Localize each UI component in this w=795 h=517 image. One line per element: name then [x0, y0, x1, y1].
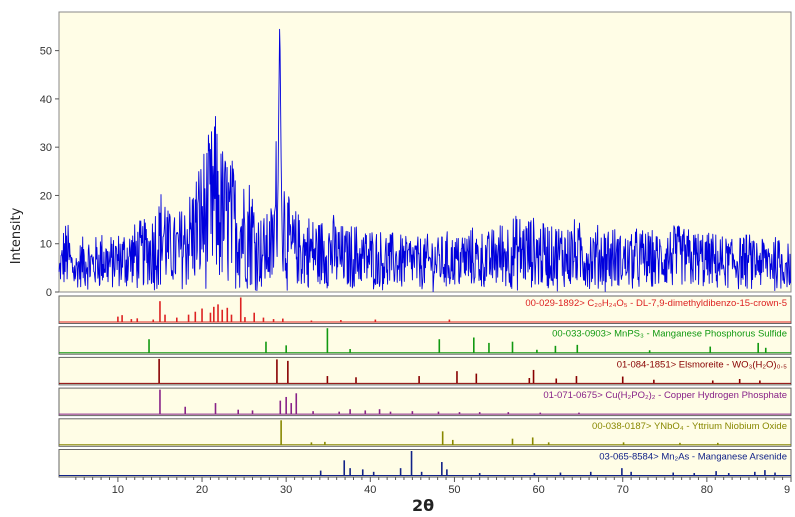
x-tick-label: 50	[448, 484, 460, 496]
reference-panel-frame	[58, 326, 792, 355]
x-tick-label: 40	[364, 484, 376, 496]
reference-panel: 01-084-1851> Elsmoreite - WO₃(H₂O)₀.₅	[58, 356, 792, 386]
y-tick-label: 10	[40, 239, 52, 251]
y-axis-title: Intensity	[9, 207, 24, 264]
x-tick-label: 70	[617, 484, 629, 496]
x-tick-label: 10	[112, 484, 124, 496]
x-axis-title: 2θ	[412, 496, 434, 515]
reference-label: 03-065-8584> Mn₂As - Manganese Arsenide	[599, 452, 787, 463]
reference-label: 01-084-1851> Elsmoreite - WO₃(H₂O)₀.₅	[617, 359, 787, 370]
reference-panel-frame	[58, 356, 792, 386]
main-plot: 0 10 20 30 40 50	[40, 11, 792, 299]
reference-panel-frame	[58, 449, 792, 478]
reference-panels: 00-029-1892> C₂₀H₂₄O₅ - DL-7,9-dimethyld…	[58, 295, 792, 478]
reference-panel-frame	[58, 295, 792, 324]
y-tick-label: 40	[40, 94, 52, 106]
reference-label: 00-029-1892> C₂₀H₂₄O₅ - DL-7,9-dimethyld…	[525, 298, 787, 309]
reference-panel-frame	[58, 387, 792, 417]
x-tick-label: 80	[701, 484, 713, 496]
measured-pattern-line	[58, 28, 791, 293]
reference-panel: 01-071-0675> Cu(H₂PO₂)₂ - Copper Hydroge…	[58, 387, 792, 417]
y-tick-label: 0	[46, 287, 52, 299]
y-tick-label: 20	[40, 190, 52, 202]
reference-label: 01-071-0675> Cu(H₂PO₂)₂ - Copper Hydroge…	[543, 390, 787, 401]
x-tick-label: 60	[532, 484, 544, 496]
reference-panel: 00-029-1892> C₂₀H₂₄O₅ - DL-7,9-dimethyld…	[58, 295, 792, 324]
y-tick-label: 30	[40, 142, 52, 154]
x-tick-label: 30	[280, 484, 292, 496]
x-tick-label: 20	[196, 484, 208, 496]
reference-label: 00-033-0903> MnPS₃ - Manganese Phosphoru…	[552, 329, 787, 340]
x-axis: 10 20 30 40 50 60 70 80 9	[59, 476, 792, 496]
reference-panel: 00-033-0903> MnPS₃ - Manganese Phosphoru…	[58, 326, 792, 355]
reference-label: 00-038-0187> YNbO₄ - Yttrium Niobium Oxi…	[592, 421, 787, 432]
reference-panel-frame	[58, 418, 792, 447]
y-tick-label: 50	[40, 46, 52, 58]
x-tick-label: 9	[784, 484, 790, 496]
reference-panel: 03-065-8584> Mn₂As - Manganese Arsenide	[58, 449, 792, 478]
reference-panel: 00-038-0187> YNbO₄ - Yttrium Niobium Oxi…	[58, 418, 792, 447]
